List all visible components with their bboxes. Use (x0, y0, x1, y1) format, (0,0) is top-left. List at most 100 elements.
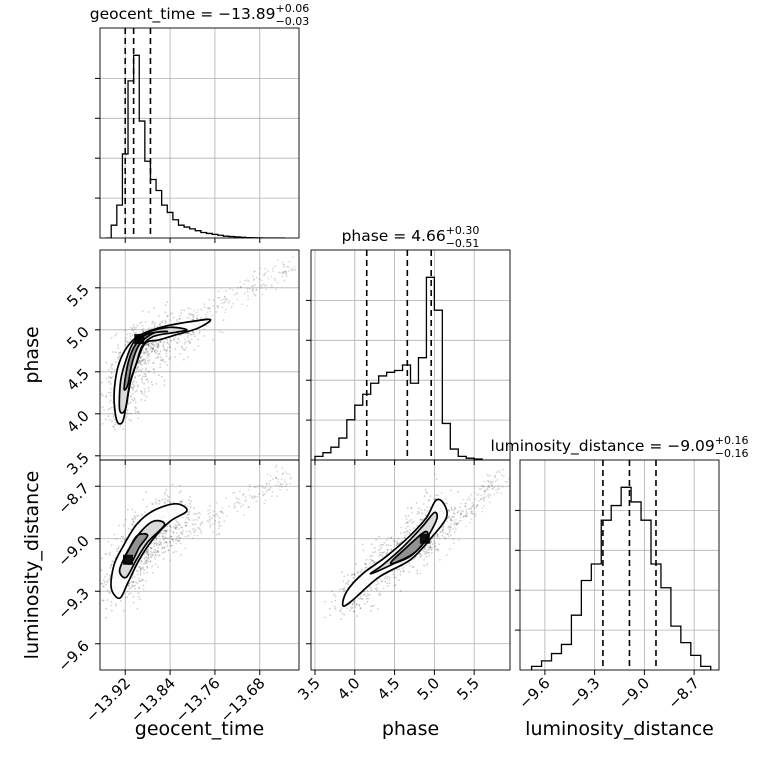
sample-point (188, 317, 191, 320)
sample-point (196, 317, 199, 320)
sample-point (488, 493, 491, 496)
sample-point (471, 501, 474, 504)
sample-point (356, 572, 359, 575)
contour-line-0 (110, 502, 188, 600)
sample-point (161, 320, 164, 323)
sample-point (153, 548, 156, 551)
sample-point (143, 569, 146, 571)
sample-point (449, 529, 451, 532)
sample-point (157, 356, 159, 359)
sample-point (131, 383, 134, 385)
sample-point (452, 528, 454, 530)
sample-point (144, 562, 147, 564)
sample-point (456, 522, 458, 525)
sample-point (131, 523, 134, 525)
sample-point (355, 563, 357, 566)
sample-point (180, 502, 182, 504)
sample-point (402, 570, 405, 573)
sample-point (423, 553, 426, 555)
sample-point (463, 514, 466, 517)
sample-point (474, 514, 477, 517)
sample-point (159, 341, 162, 343)
sample-point (372, 561, 375, 564)
sample-point (145, 343, 148, 346)
sample-point (223, 296, 226, 298)
sample-point (280, 483, 282, 486)
sample-point (403, 537, 406, 539)
sample-point (185, 332, 187, 335)
sample-point (163, 541, 166, 544)
sample-point (440, 492, 443, 494)
sample-point (347, 574, 349, 577)
sample-point (131, 398, 133, 401)
sample-point (193, 349, 196, 351)
sample-point (184, 503, 187, 506)
sample-point (452, 542, 455, 545)
sample-point (383, 577, 386, 580)
sample-point (165, 529, 168, 532)
sample-point (105, 616, 107, 619)
sample-point (164, 311, 167, 314)
sample-point (494, 474, 497, 477)
sample-point (347, 583, 349, 586)
sample-point (151, 320, 154, 323)
sample-point (166, 500, 169, 503)
sample-point (130, 419, 133, 422)
sample-point (134, 376, 137, 378)
sample-point (159, 356, 162, 359)
sample-point (255, 276, 258, 279)
sample-point (455, 518, 458, 521)
sample-point (182, 529, 184, 532)
sample-point (284, 270, 287, 273)
sample-point (152, 344, 155, 347)
sample-point (133, 398, 136, 401)
sample-point (285, 472, 288, 475)
sample-point (174, 527, 176, 530)
sample-point (157, 345, 160, 347)
sample-point (281, 261, 284, 264)
sample-point (487, 494, 489, 497)
sample-point (224, 297, 227, 300)
sample-point (117, 356, 120, 359)
sample-point (430, 548, 432, 550)
sample-point (395, 544, 397, 547)
sample-point (486, 480, 488, 482)
sample-point (102, 599, 105, 602)
sample-point (248, 506, 250, 508)
sample-point (150, 346, 153, 349)
sample-point (396, 542, 398, 544)
sample-point (143, 352, 145, 355)
sample-point (495, 488, 497, 491)
sample-point (126, 340, 129, 343)
sample-point (226, 299, 229, 302)
sample-point (364, 593, 366, 596)
sample-point (147, 343, 150, 346)
sample-point (346, 581, 349, 584)
sample-point (162, 532, 164, 535)
sample-point (477, 493, 480, 496)
sample-point (177, 536, 180, 538)
sample-point (487, 488, 489, 491)
sample-point (271, 286, 273, 288)
sample-point (197, 338, 199, 341)
sample-point (147, 553, 150, 556)
sample-point (111, 560, 114, 562)
sample-point (143, 572, 145, 575)
sample-point (436, 536, 438, 539)
sample-point (139, 357, 142, 359)
sample-point (396, 543, 399, 546)
sample-point (194, 531, 196, 533)
sample-point (146, 551, 149, 554)
sample-point (155, 352, 158, 355)
sample-point (127, 402, 130, 405)
sample-point (481, 507, 483, 509)
sample-point (165, 352, 168, 355)
sample-point (363, 590, 366, 593)
sample-point (155, 542, 158, 544)
sample-point (472, 512, 474, 515)
sample-point (246, 290, 249, 293)
sample-point (180, 526, 182, 529)
sample-point (117, 547, 120, 550)
sample-point (147, 350, 149, 353)
sample-point (246, 305, 249, 307)
